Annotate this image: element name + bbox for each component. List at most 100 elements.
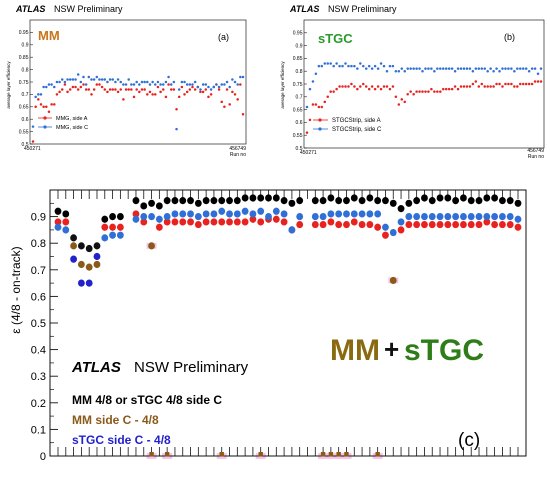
data-point (412, 92, 415, 96)
data-point (475, 197, 483, 205)
data-point (207, 85, 210, 89)
data-point (151, 93, 154, 96)
data-point (272, 194, 280, 202)
data-point (106, 80, 109, 84)
data-point (233, 197, 241, 205)
panel-b-x-end: 456749 (527, 148, 544, 154)
data-point (320, 105, 324, 109)
data-point (489, 85, 492, 88)
data-point (527, 82, 531, 86)
data-point (249, 215, 257, 223)
data-point (430, 87, 433, 91)
data-point (521, 67, 525, 70)
data-point (54, 218, 62, 226)
data-point (162, 88, 165, 91)
data-point (100, 78, 104, 81)
data-point (471, 82, 475, 86)
data-point (76, 73, 80, 76)
data-point (465, 85, 469, 88)
data-point (477, 67, 481, 70)
data-point (249, 194, 257, 202)
data-point (350, 218, 358, 226)
data-point (366, 194, 374, 202)
data-point (82, 83, 85, 86)
data-point (130, 88, 133, 91)
data-point (305, 131, 309, 134)
data-point (405, 220, 413, 229)
data-point (428, 197, 436, 205)
data-point (379, 87, 383, 91)
data-point (498, 82, 501, 86)
y-tick-label: 0.8 (296, 69, 303, 75)
data-point (116, 213, 124, 221)
data-point (527, 69, 531, 73)
data-point (226, 218, 233, 226)
data-point (465, 67, 469, 70)
data-point (70, 234, 77, 242)
y-tick-label: 0 (40, 451, 46, 463)
data-point (151, 80, 154, 84)
data-point (353, 64, 356, 68)
data-point (77, 260, 85, 269)
data-point (159, 90, 162, 94)
data-point (326, 62, 329, 65)
data-point (338, 64, 341, 68)
data-point (194, 213, 202, 221)
y-tick-label: 0.6 (22, 117, 29, 123)
data-point (171, 218, 179, 226)
data-point (433, 69, 436, 73)
data-point (491, 213, 499, 221)
y-tick-label: 0.95 (293, 31, 303, 37)
data-point (92, 88, 96, 91)
data-point (207, 95, 210, 99)
data-point (236, 98, 239, 101)
panel-c-atlas-word: ATLAS (71, 359, 121, 376)
panel-b-tag: sTGC (318, 31, 353, 46)
data-point (501, 67, 504, 70)
data-point (66, 78, 69, 81)
panel-a-x-start: 450271 (24, 146, 41, 152)
data-point (452, 213, 460, 221)
data-point (171, 197, 179, 205)
data-point (225, 80, 229, 84)
data-point (467, 213, 475, 221)
data-point (103, 78, 107, 81)
data-point (311, 220, 319, 229)
data-point (459, 85, 463, 88)
data-point (436, 90, 439, 93)
data-point (156, 85, 160, 89)
data-point (305, 105, 309, 109)
data-point (68, 78, 72, 81)
data-point (179, 210, 187, 218)
data-point (499, 220, 506, 229)
panel-a-legend: MMG, side A MMG, side C (38, 116, 88, 131)
data-point (459, 67, 463, 70)
data-point (510, 67, 513, 70)
panel-a-ticks: 0.5 0.55 0.6 0.65 0.7 0.75 0.8 0.85 0.9 0.95 (19, 30, 33, 148)
y-tick-label: 0.95 (19, 30, 29, 36)
y-tick-label: 0.65 (293, 107, 303, 113)
data-point (452, 197, 460, 205)
data-point (172, 88, 176, 91)
data-point (194, 199, 202, 207)
data-point (257, 207, 265, 215)
data-point (288, 199, 296, 207)
data-point-zero (164, 452, 170, 457)
data-point (507, 82, 510, 86)
data-point (364, 67, 368, 70)
data-point (344, 85, 347, 88)
data-point-zero (375, 452, 380, 457)
data-point (79, 80, 83, 84)
data-point-zero (328, 452, 334, 457)
data-point (507, 67, 510, 70)
data-point (130, 83, 133, 86)
data-point (31, 140, 35, 143)
data-point (343, 210, 350, 218)
y-tick-label: 0.9 (296, 43, 303, 49)
data-point (353, 85, 356, 88)
data-point (60, 78, 64, 81)
data-point (116, 90, 120, 94)
data-point (391, 64, 395, 68)
data-point (58, 80, 61, 84)
data-point (308, 118, 312, 122)
